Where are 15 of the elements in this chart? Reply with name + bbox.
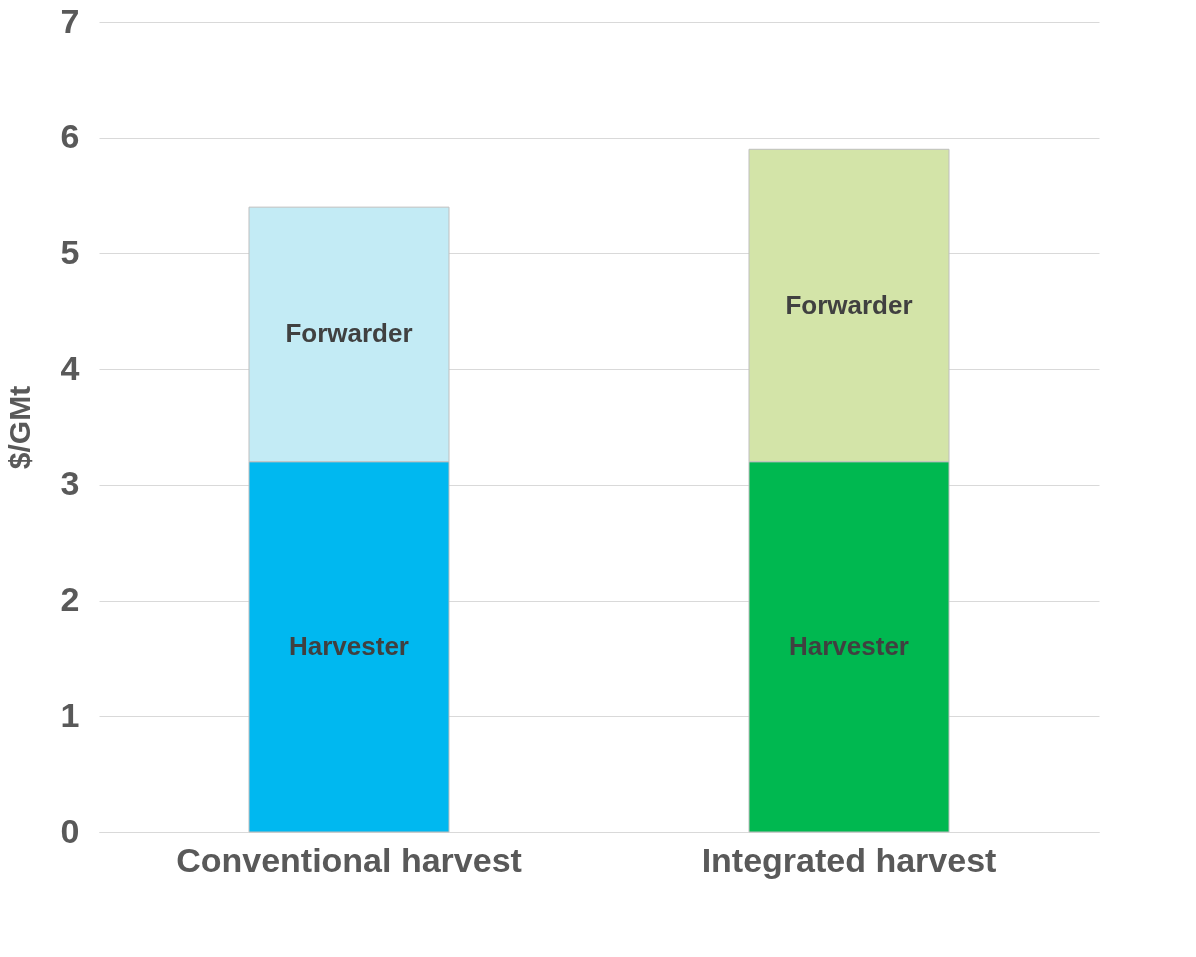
y-tick-label: 3: [60, 464, 80, 503]
y-tick-label: 2: [60, 580, 80, 619]
series-label: Forwarder: [785, 289, 913, 320]
y-tick-label: 7: [60, 1, 80, 40]
x-tick-label: Integrated harvest: [701, 840, 997, 879]
y-tick-label: 6: [60, 117, 80, 156]
y-tick-label: 5: [60, 232, 80, 271]
y-tick-label: 4: [60, 348, 80, 387]
y-axis-title: $/GMt: [2, 385, 36, 470]
series-label: Harvester: [289, 630, 409, 661]
text: Forwarder: [285, 318, 413, 349]
y-tick-label: 0: [60, 811, 80, 850]
y-tick-label: 1: [60, 695, 80, 734]
text: Harvester: [789, 630, 909, 661]
x-tick-label: Conventional harvest: [176, 840, 522, 879]
